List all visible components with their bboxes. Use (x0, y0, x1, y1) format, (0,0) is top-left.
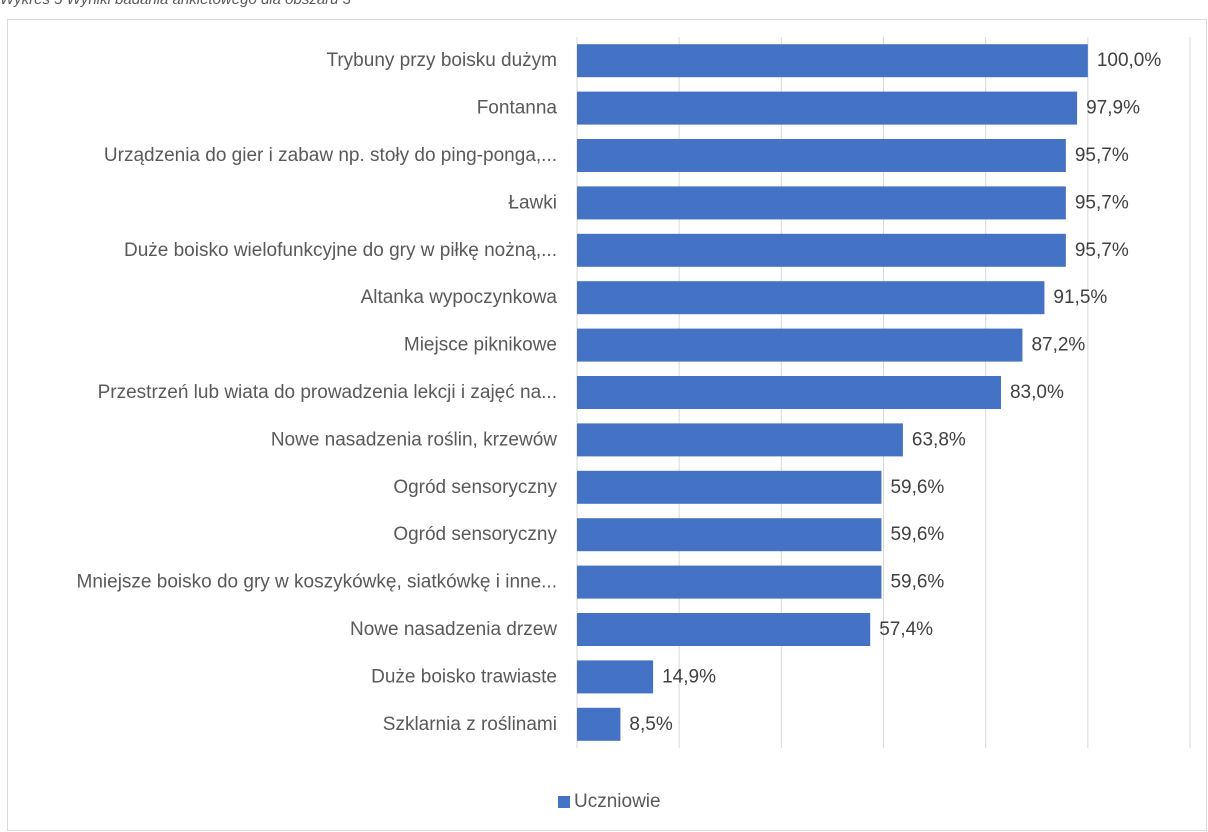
category-label: Nowe nasadzenia roślin, krzewów (271, 429, 557, 450)
category-label: Duże boisko wielofunkcyjne do gry w piłk… (124, 240, 557, 261)
category-label: Duże boisko trawiaste (371, 666, 557, 687)
bar (577, 613, 870, 646)
bar (577, 376, 1001, 409)
legend-label: Uczniowie (574, 791, 661, 813)
bar (577, 471, 881, 504)
bar (577, 566, 881, 599)
data-label: 63,8% (912, 429, 966, 450)
data-label: 14,9% (662, 666, 716, 687)
bar (577, 518, 881, 551)
bar (577, 44, 1088, 77)
category-label: Ławki (508, 192, 557, 213)
category-label: Fontanna (477, 98, 558, 119)
category-label: Mniejsze boisko do gry w koszykówkę, sia… (77, 572, 557, 593)
category-label: Ogród sensoryczny (393, 524, 557, 545)
bar (577, 186, 1066, 219)
category-label: Urządzenia do gier i zabaw np. stoły do … (104, 145, 557, 166)
bar (577, 423, 903, 456)
bar (577, 234, 1066, 267)
data-label: 57,4% (879, 619, 933, 640)
data-label: 97,9% (1086, 98, 1140, 119)
data-label: 95,7% (1075, 240, 1129, 261)
bar (577, 660, 653, 693)
legend-swatch (558, 796, 570, 808)
category-label: Trybuny przy boisku dużym (326, 50, 557, 71)
data-label: 91,5% (1053, 287, 1107, 308)
data-label: 83,0% (1010, 382, 1064, 403)
data-label: 59,6% (890, 572, 944, 593)
bar (577, 139, 1066, 172)
bar (577, 708, 620, 741)
data-label: 8,5% (629, 714, 672, 735)
data-label: 100,0% (1097, 50, 1162, 71)
category-label: Nowe nasadzenia drzew (350, 619, 557, 640)
category-labels: Trybuny przy boisku dużym Fontanna Urządze… (77, 50, 558, 735)
category-label: Miejsce piknikowe (404, 335, 557, 356)
category-label: Ogród sensoryczny (393, 477, 557, 498)
bar (577, 329, 1022, 362)
data-label: 95,7% (1075, 145, 1129, 166)
legend: Uczniowie (558, 791, 661, 813)
data-label: 59,6% (890, 524, 944, 545)
category-label: Przestrzeń lub wiata do prowadzenia lekc… (98, 382, 557, 403)
data-label: 59,6% (890, 477, 944, 498)
category-label: Altanka wypoczynkowa (361, 287, 558, 308)
category-label: Szklarnia z roślinami (383, 714, 557, 735)
bar (577, 92, 1077, 125)
bar (577, 281, 1044, 314)
data-label: 95,7% (1075, 192, 1129, 213)
data-label: 87,2% (1031, 335, 1085, 356)
